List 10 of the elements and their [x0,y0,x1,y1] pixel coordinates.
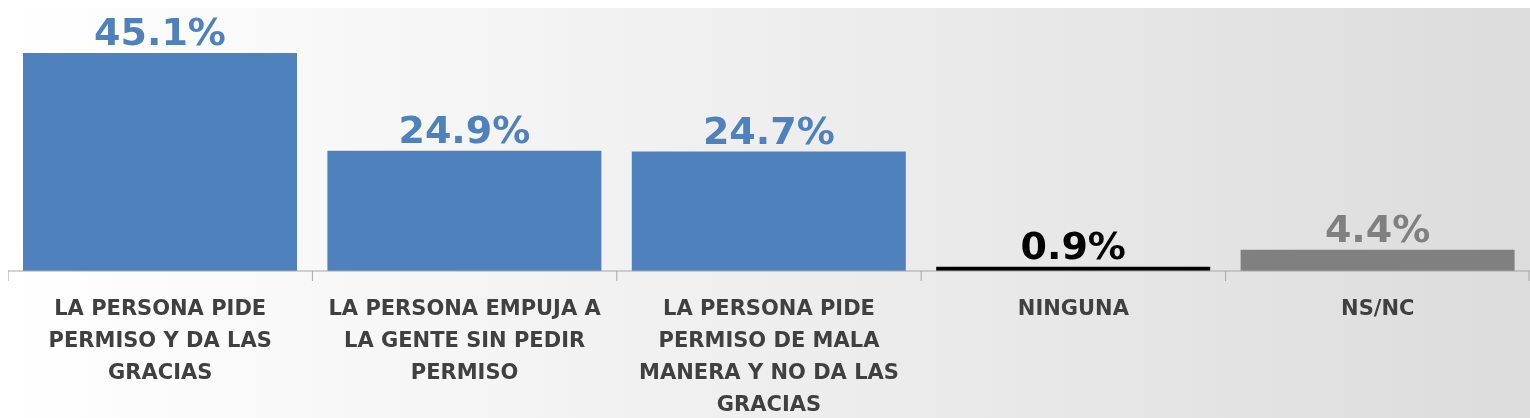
x-tick-label: NINGUNA [1017,296,1130,320]
x-tick-label: LA PERSONA PIDE PERMISO Y DA LAS GRACIAS [48,296,272,384]
data-label: 24.9% [398,107,531,152]
x-tick-label: LA PERSONA EMPUJA A LA GENTE SIN PEDIR PERMISO [328,296,602,384]
data-label: 0.9% [1020,223,1126,268]
x-tick-label: NS/NC [1341,296,1415,320]
data-label: 24.7% [702,108,835,153]
data-label: 45.1% [94,10,226,54]
x-tick-label: LA PERSONA PIDE PERMISO DE MALA MANERA Y NO DA LAS GRACIAS [639,296,899,416]
data-label: 4.4% [1324,206,1431,251]
